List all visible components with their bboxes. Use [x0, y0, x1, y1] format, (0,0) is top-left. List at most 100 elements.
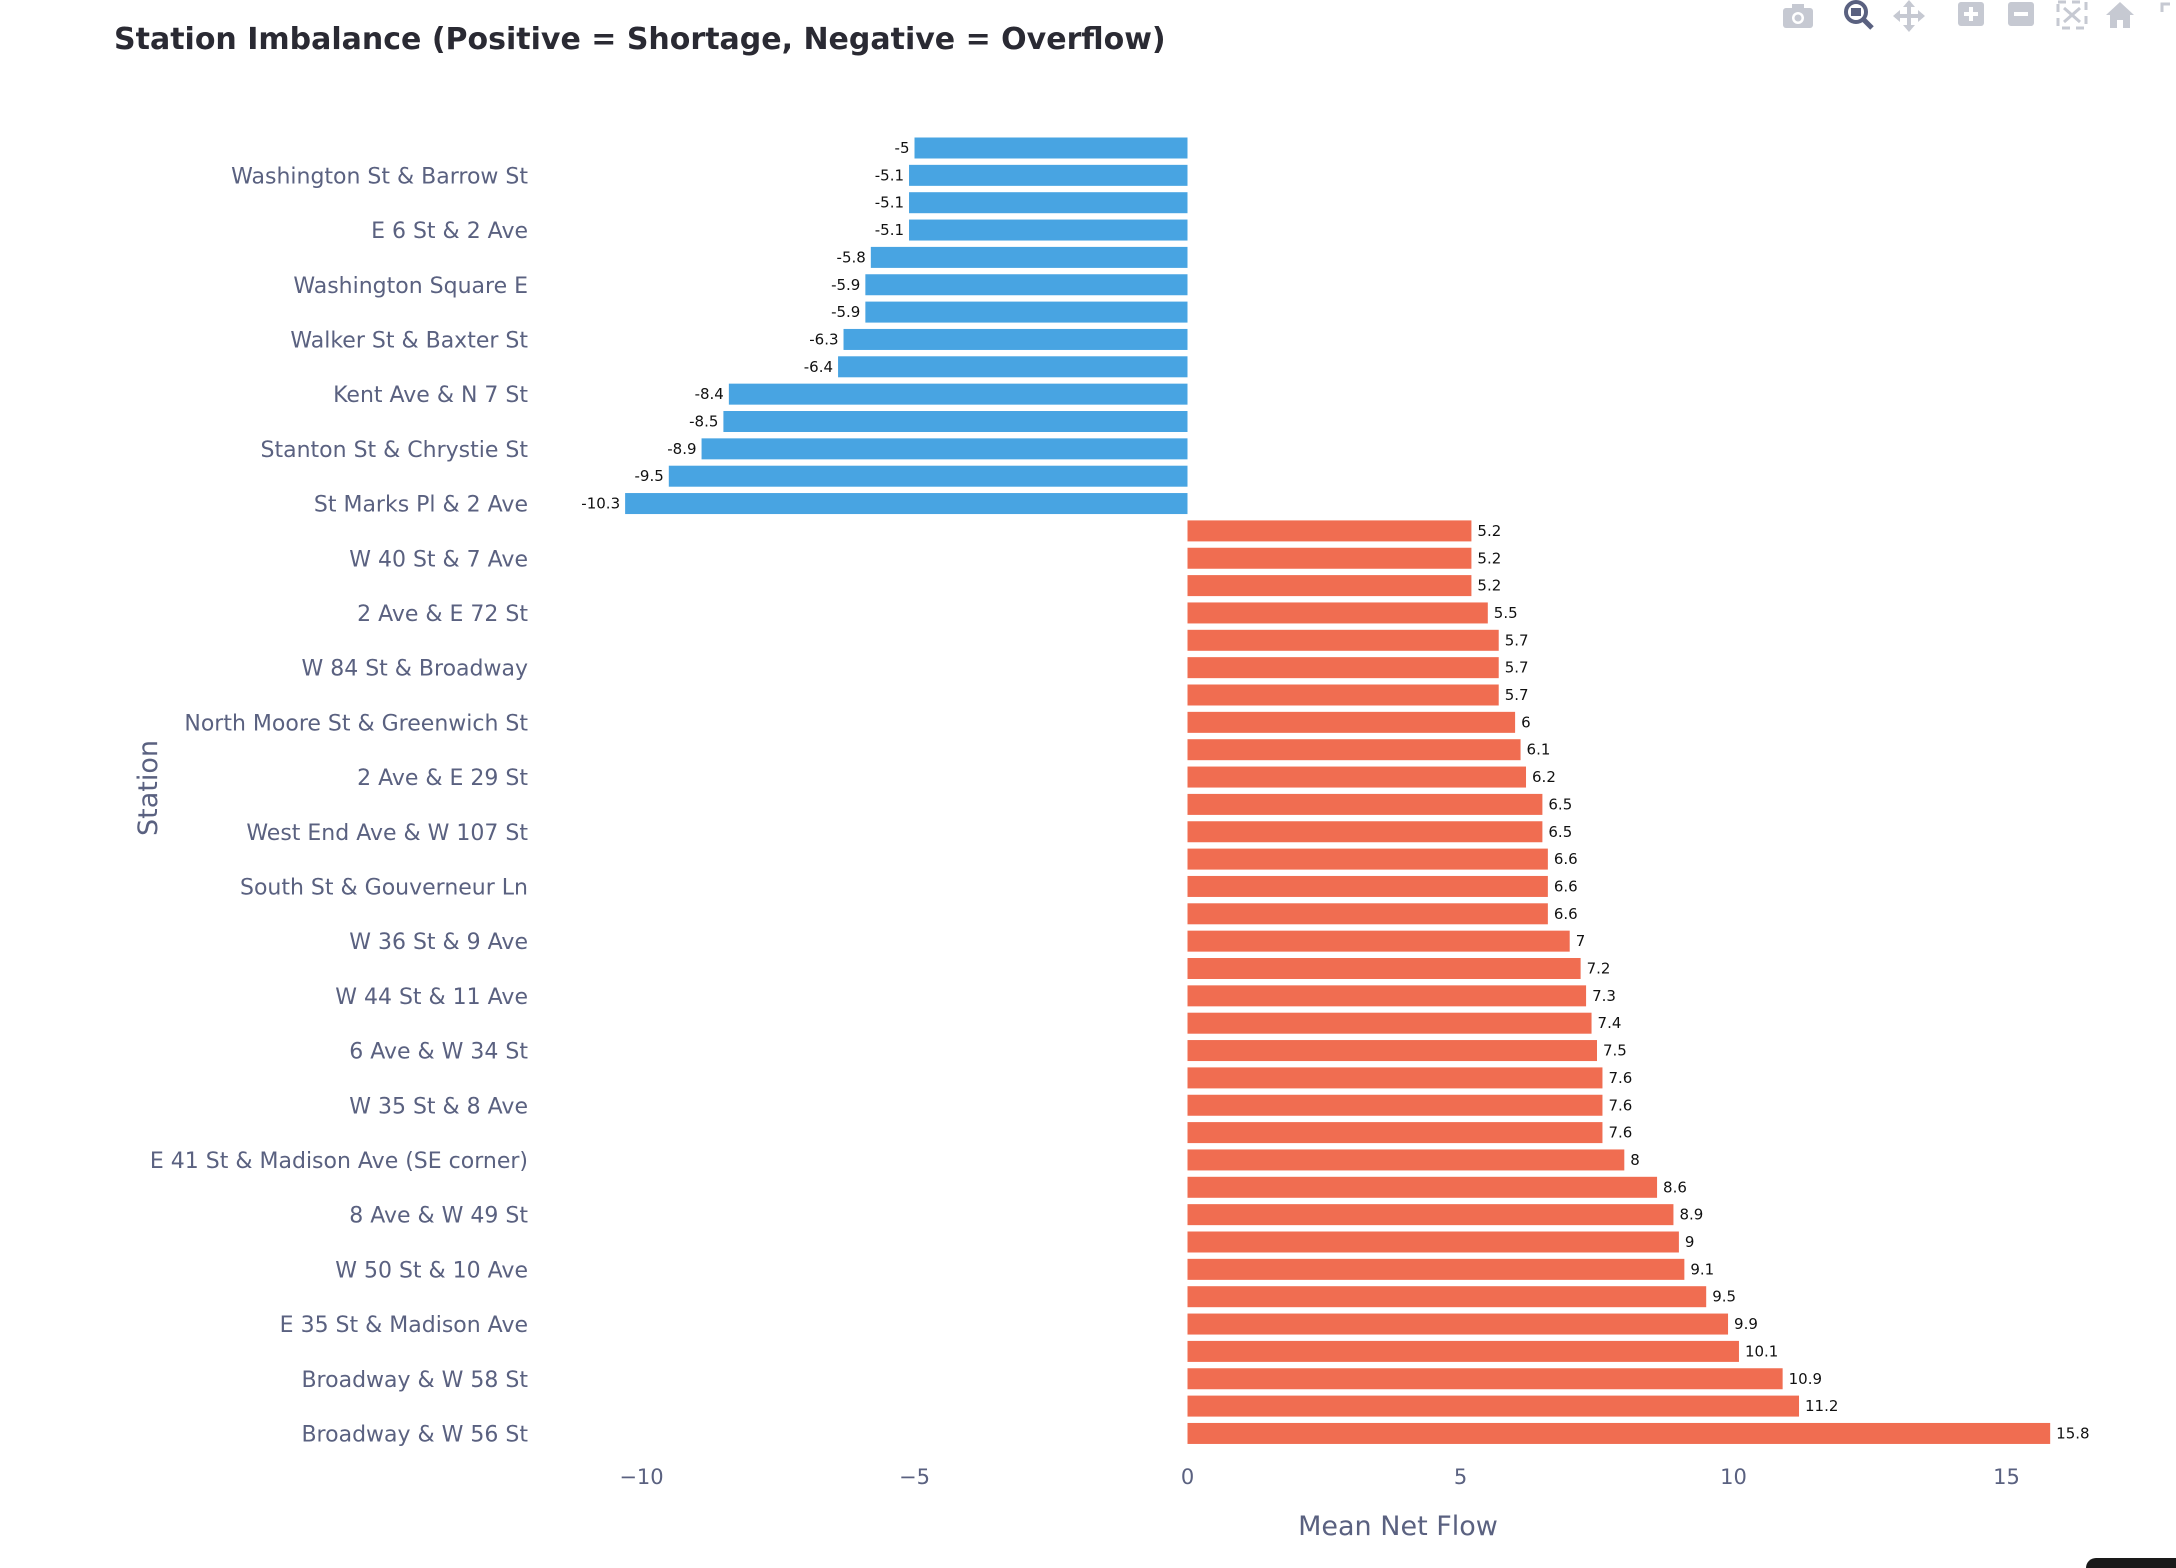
bar[interactable]	[909, 219, 1188, 241]
bar[interactable]	[1187, 1340, 1739, 1362]
bar[interactable]	[1187, 1094, 1603, 1116]
data-label: 10.9	[1789, 1370, 1822, 1388]
data-label: 7.4	[1598, 1014, 1622, 1032]
bar[interactable]	[625, 493, 1188, 515]
bar[interactable]	[1187, 766, 1527, 788]
bar[interactable]	[1187, 1395, 1800, 1417]
bar[interactable]	[1187, 1012, 1592, 1034]
data-label: 9.5	[1712, 1288, 1736, 1306]
y-axis-title: Station	[133, 740, 164, 836]
y-tick-label: Kent Ave & N 7 St	[333, 383, 528, 408]
data-label: -8.5	[689, 413, 718, 431]
bar[interactable]	[723, 411, 1188, 432]
bar[interactable]	[1187, 1368, 1783, 1390]
data-label: 5.2	[1477, 522, 1501, 540]
bar[interactable]	[909, 192, 1188, 214]
y-tick-label: W 35 St & 8 Ave	[349, 1094, 528, 1119]
x-axis-ticks: −10 −5 0 5 10 15	[619, 1465, 2020, 1489]
y-tick-label: E 6 St & 2 Ave	[371, 219, 528, 244]
bar[interactable]	[1187, 1231, 1679, 1253]
y-tick-label: E 35 St & Madison Ave	[280, 1313, 528, 1338]
bar[interactable]	[1187, 958, 1581, 979]
bar[interactable]	[1187, 547, 1472, 569]
bar[interactable]	[1187, 793, 1543, 815]
data-label: 6.1	[1527, 741, 1551, 759]
y-tick-label: W 44 St & 11 Ave	[335, 985, 528, 1010]
data-label: 6.2	[1532, 768, 1556, 786]
data-label: -5.9	[831, 303, 860, 321]
pan-icon[interactable]	[1893, 0, 1925, 32]
x-tick-label: 15	[1993, 1465, 2020, 1489]
bar[interactable]	[1187, 711, 1516, 733]
data-label: -5.1	[875, 221, 904, 239]
bar[interactable]	[865, 274, 1188, 296]
bar[interactable]	[1187, 1313, 1729, 1335]
x-axis-title: Mean Net Flow	[1298, 1511, 1498, 1542]
bar[interactable]	[1187, 985, 1587, 1007]
bar[interactable]	[1187, 575, 1472, 597]
data-label: -8.9	[667, 440, 696, 458]
bar[interactable]	[728, 383, 1188, 405]
y-tick-label: St Marks Pl & 2 Ave	[314, 493, 528, 518]
data-label: -6.4	[804, 358, 833, 376]
autoscale-icon[interactable]	[2056, 0, 2088, 30]
y-tick-label: Stanton St & Chrystie St	[261, 438, 529, 463]
bar[interactable]	[870, 246, 1188, 268]
y-tick-label: 8 Ave & W 49 St	[349, 1204, 528, 1229]
bar[interactable]	[1187, 684, 1499, 706]
bar[interactable]	[909, 164, 1188, 186]
data-label: 7.3	[1592, 987, 1616, 1005]
y-tick-label: W 84 St & Broadway	[301, 657, 528, 682]
y-tick-label: South St & Gouverneur Ln	[240, 875, 528, 900]
data-label: 6.6	[1554, 877, 1578, 895]
data-label: -9.5	[635, 467, 664, 485]
bar[interactable]	[1187, 1286, 1707, 1308]
bar[interactable]	[914, 137, 1188, 159]
camera-icon[interactable]	[1783, 4, 1813, 28]
y-tick-label: W 50 St & 10 Ave	[335, 1258, 528, 1283]
data-label: 5.5	[1494, 604, 1518, 622]
y-tick-label: 6 Ave & W 34 St	[349, 1040, 528, 1065]
zoom-out-icon[interactable]	[2008, 2, 2034, 26]
bar[interactable]	[1187, 739, 1521, 761]
bar[interactable]	[1187, 1258, 1685, 1280]
data-label: 7.6	[1608, 1096, 1632, 1114]
bar[interactable]	[843, 328, 1188, 350]
bar[interactable]	[1187, 1149, 1625, 1171]
bar[interactable]	[1187, 1204, 1674, 1226]
data-label: 7.5	[1603, 1042, 1627, 1060]
bar[interactable]	[701, 438, 1188, 460]
data-label: -5.8	[837, 248, 866, 266]
bar[interactable]	[1187, 1176, 1658, 1198]
bar[interactable]	[1187, 1122, 1603, 1144]
data-label: 10.1	[1745, 1342, 1778, 1360]
data-label: 9	[1685, 1233, 1695, 1251]
bar[interactable]	[865, 301, 1188, 323]
data-label: 5.7	[1505, 659, 1529, 677]
bar[interactable]	[668, 465, 1188, 487]
bar[interactable]	[1187, 629, 1499, 651]
bar[interactable]	[1187, 1422, 2051, 1444]
bar[interactable]	[1187, 875, 1548, 897]
zoom-in-icon[interactable]	[1958, 2, 1984, 26]
bar[interactable]	[1187, 657, 1499, 679]
zoom-icon[interactable]	[1844, 0, 1874, 30]
bar[interactable]	[1187, 1067, 1603, 1089]
data-label: -10.3	[581, 495, 620, 513]
bar[interactable]	[1187, 1040, 1598, 1062]
bar[interactable]	[1187, 848, 1548, 870]
data-label: 6.6	[1554, 905, 1578, 923]
data-labels-layer: -5 -5.1 -5.1 -5.1 -5.8 -5.9 -5.9 -6.3 -6.4 -8.4 -8…	[581, 139, 2089, 1442]
bar[interactable]	[1187, 520, 1472, 542]
data-label: 6.6	[1554, 850, 1578, 868]
bar[interactable]	[1187, 903, 1548, 925]
bar[interactable]	[1187, 602, 1488, 624]
bar[interactable]	[1187, 821, 1543, 843]
x-tick-label: 5	[1454, 1465, 1467, 1489]
bar[interactable]	[838, 356, 1188, 378]
x-tick-label: −5	[899, 1465, 930, 1489]
fullscreen-icon[interactable]	[2160, 2, 2170, 12]
data-label: 8.9	[1679, 1206, 1703, 1224]
bar[interactable]	[1187, 930, 1570, 952]
home-icon[interactable]	[2106, 2, 2134, 28]
